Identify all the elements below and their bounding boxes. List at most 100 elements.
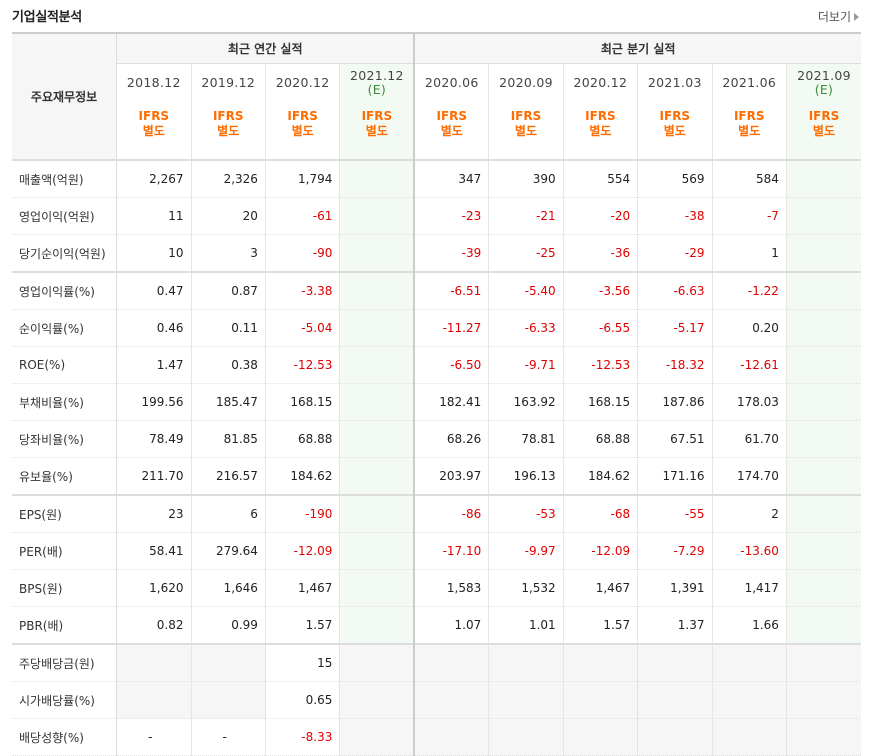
- row-label: 부채비율(%): [19, 395, 84, 410]
- ifrs-type-label: 별도: [217, 124, 240, 138]
- ifrs-type-label: 별도: [291, 124, 314, 138]
- table-cell: 211.70: [116, 457, 192, 495]
- table-cell: 569: [637, 159, 713, 198]
- table-cell: [339, 197, 415, 235]
- table-cell: -86: [413, 494, 489, 533]
- row-label: 유보율(%): [19, 469, 73, 484]
- row-label-header: 주요재무정보: [12, 33, 117, 161]
- table-cell: -12.09: [562, 532, 638, 570]
- table-cell: -36: [562, 234, 638, 272]
- table-cell: -12.53: [264, 346, 340, 384]
- period-header: 2020.09: [488, 63, 564, 101]
- table-cell: 78.49: [116, 420, 192, 458]
- period-header: 2021.03: [637, 63, 713, 101]
- table-cell: 67.51: [637, 420, 713, 458]
- estimate-marker: (E): [814, 81, 834, 97]
- table-cell: 554: [562, 159, 638, 198]
- ifrs-type-label: 별도: [514, 124, 537, 138]
- table-cell: 2,267: [116, 159, 192, 198]
- table-cell: [339, 234, 415, 272]
- row-label: 영업이익(억원): [19, 209, 95, 224]
- table-cell: [637, 681, 713, 719]
- table-cell: -17.10: [413, 532, 489, 570]
- row-label: 순이익률(%): [19, 321, 84, 336]
- table-cell: 1,620: [116, 569, 192, 607]
- table-cell: 1,583: [413, 569, 489, 607]
- ifrs-label: IFRS: [659, 109, 691, 123]
- table-cell: -61: [264, 197, 340, 235]
- table-cell: -25: [488, 234, 564, 272]
- table-cell: [785, 383, 861, 421]
- ifrs-label: IFRS: [361, 109, 393, 123]
- period-header: 2021.12 (E): [339, 63, 415, 101]
- table-cell: -8.33: [264, 718, 340, 756]
- section-header: 기업실적분석 더보기: [0, 0, 875, 32]
- ifrs-label: IFRS: [733, 109, 765, 123]
- table-cell: [339, 643, 415, 682]
- table-cell: 163.92: [488, 383, 564, 421]
- table-cell: -3.38: [264, 271, 340, 310]
- table-cell: 168.15: [264, 383, 340, 421]
- row-label: PBR(배): [19, 618, 64, 633]
- table-cell: [339, 346, 415, 384]
- table-cell: 184.62: [562, 457, 638, 495]
- ifrs-badge: IFRS 별도: [711, 101, 787, 160]
- quarter-group-header: 최근 분기 실적: [413, 33, 861, 64]
- table-cell: 1.66: [711, 606, 787, 644]
- table-cell: -9.71: [488, 346, 564, 384]
- table-cell: [190, 681, 266, 719]
- table-cell: 1,646: [190, 569, 266, 607]
- table-cell: 78.81: [488, 420, 564, 458]
- more-link[interactable]: 더보기: [818, 8, 859, 25]
- table-cell: [339, 532, 415, 570]
- ifrs-type-label: 별도: [738, 124, 761, 138]
- table-cell: 0.47: [116, 271, 192, 310]
- table-cell: 584: [711, 159, 787, 198]
- ifrs-badge: IFRS 별도: [190, 101, 266, 160]
- table-cell: [785, 197, 861, 235]
- table-cell: [116, 681, 192, 719]
- table-row: ROE(%) 1.47 0.38 -12.53 -6.50 -9.71 -12.53 -18.…: [12, 346, 861, 384]
- table-cell: [785, 457, 861, 495]
- table-cell: [339, 494, 415, 533]
- table-cell: 81.85: [190, 420, 266, 458]
- ifrs-badge: IFRS 별도: [785, 101, 861, 160]
- period-label: 2018.12: [126, 75, 181, 90]
- table-row: 영업이익(억원) 11 20 -61 -23 -21 -20 -38 -7: [12, 197, 861, 235]
- table-cell: -55: [637, 494, 713, 533]
- table-cell: 0.20: [711, 309, 787, 347]
- table-cell: -5.04: [264, 309, 340, 347]
- table-cell: [339, 271, 415, 310]
- period-header: 2019.12: [190, 63, 266, 101]
- table-cell: 184.62: [264, 457, 340, 495]
- table-cell: 1,467: [562, 569, 638, 607]
- ifrs-label: IFRS: [436, 109, 468, 123]
- table-cell: 199.56: [116, 383, 192, 421]
- estimate-marker: (E): [367, 81, 387, 97]
- table-cell: [785, 271, 861, 310]
- table-cell: 23: [116, 494, 192, 533]
- table-row: 순이익률(%) 0.46 0.11 -5.04 -11.27 -6.33 -6.55 -5.1…: [12, 309, 861, 347]
- table-cell: -: [190, 718, 266, 756]
- table-cell: [785, 234, 861, 272]
- table-cell: -9.97: [488, 532, 564, 570]
- table-cell: -21: [488, 197, 564, 235]
- row-label: 영업이익률(%): [12, 271, 117, 310]
- table-cell: 1.07: [413, 606, 489, 644]
- ifrs-badge: IFRS 별도: [413, 101, 489, 160]
- table-cell: -6.63: [637, 271, 713, 310]
- period-header: 2021.09 (E): [785, 63, 861, 101]
- period-label: 2021.06: [722, 75, 777, 90]
- ifrs-label: IFRS: [212, 109, 244, 123]
- table-cell: -12.09: [264, 532, 340, 570]
- ifrs-type-label: 별도: [812, 124, 836, 138]
- table-cell: [785, 159, 861, 198]
- table-cell: -53: [488, 494, 564, 533]
- table-cell: [711, 643, 787, 682]
- table-cell: [413, 643, 489, 682]
- table-cell: 216.57: [190, 457, 266, 495]
- table-row: 유보율(%) 211.70 216.57 184.62 203.97 196.13 184.…: [12, 457, 861, 495]
- table-cell: -38: [637, 197, 713, 235]
- table-cell: [339, 681, 415, 719]
- table-cell: [785, 569, 861, 607]
